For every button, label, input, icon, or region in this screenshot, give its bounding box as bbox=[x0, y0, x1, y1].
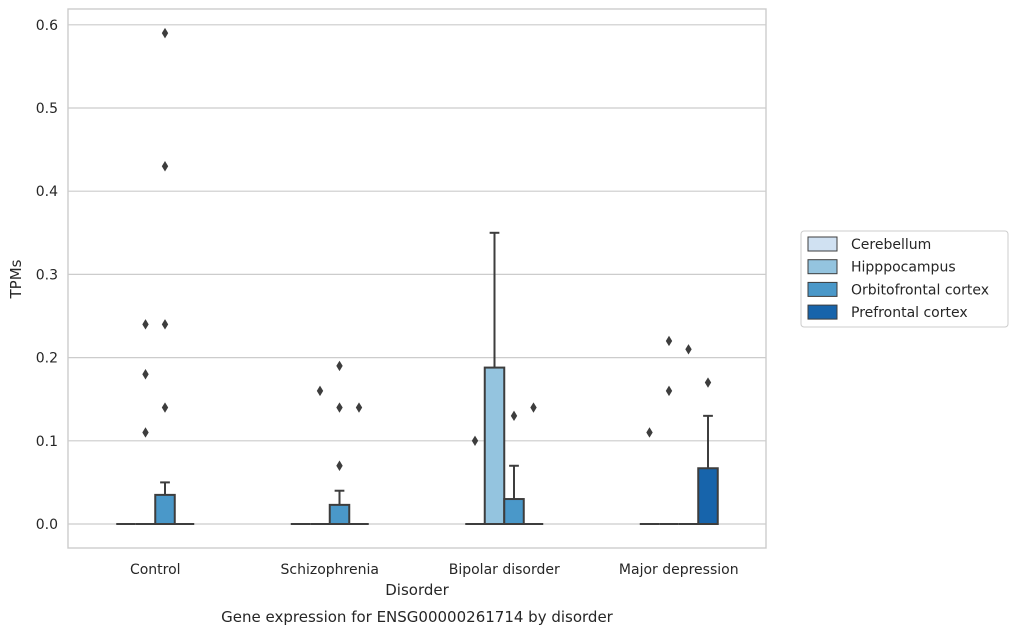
outlier-point bbox=[161, 161, 169, 172]
legend: Cerebellum Hipppocampus Orbitofrontal cort… bbox=[800, 230, 1009, 328]
legend-swatch bbox=[807, 259, 838, 275]
legend-label: Prefrontal cortex bbox=[851, 305, 968, 321]
box-body bbox=[154, 493, 176, 526]
box-series bbox=[116, 27, 719, 526]
legend-swatch bbox=[807, 236, 838, 252]
legend-swatch bbox=[807, 304, 838, 320]
x-tick-label: Major depression bbox=[619, 562, 739, 578]
outlier-point bbox=[142, 369, 149, 380]
box-orbitofrontal-cortex bbox=[328, 360, 351, 526]
box-hipppocampus bbox=[659, 335, 679, 525]
legend-swatch bbox=[807, 281, 838, 297]
outlier-point bbox=[471, 435, 479, 446]
outlier-point bbox=[161, 319, 169, 330]
box-prefrontal-cortex bbox=[349, 402, 369, 525]
outlier-point bbox=[665, 335, 673, 347]
y-axis-label: TPMs bbox=[7, 259, 25, 299]
box-body bbox=[697, 467, 719, 526]
y-tick-labels: 0.0 0.1 0.2 0.3 0.4 0.5 0.6 bbox=[36, 18, 58, 533]
box-orbitofrontal-cortex bbox=[678, 344, 699, 525]
y-tick-label: 0.6 bbox=[36, 18, 58, 34]
box-prefrontal-cortex bbox=[697, 377, 719, 526]
y-tick-label: 0.4 bbox=[36, 184, 58, 200]
outlier-point bbox=[685, 344, 692, 355]
legend-items: Cerebellum Hipppocampus Orbitofrontal cort… bbox=[807, 236, 989, 321]
outlier-point bbox=[510, 410, 518, 422]
outlier-point bbox=[142, 427, 149, 438]
box-prefrontal-cortex bbox=[523, 402, 544, 525]
box-hipppocampus bbox=[135, 319, 156, 525]
x-tick-label: Bipolar disorder bbox=[449, 562, 560, 578]
y-tick-label: 0.1 bbox=[36, 434, 58, 450]
box-hipppocampus bbox=[483, 231, 506, 526]
outlier-point bbox=[665, 385, 673, 397]
y-tick-label: 0.0 bbox=[36, 517, 58, 533]
x-tick-labels: Control Schizophrenia Bipolar disorder Majo… bbox=[130, 562, 739, 578]
outlier-point bbox=[142, 319, 149, 330]
outlier-point bbox=[530, 402, 537, 413]
x-tick-label: Schizophrenia bbox=[281, 562, 379, 578]
box-cerebellum bbox=[465, 435, 485, 525]
grid-lines bbox=[68, 24, 766, 525]
legend-label: Cerebellum bbox=[851, 237, 931, 253]
x-tick-label: Control bbox=[130, 562, 181, 578]
legend-frame bbox=[800, 230, 1009, 328]
box-cerebellum bbox=[639, 427, 660, 525]
box-hipppocampus bbox=[310, 385, 330, 525]
box-orbitofrontal-cortex bbox=[503, 410, 525, 526]
y-tick-label: 0.5 bbox=[36, 101, 58, 117]
chart-caption: Gene expression for ENSG00000261714 by d… bbox=[221, 608, 614, 626]
box-orbitofrontal-cortex bbox=[154, 27, 176, 526]
outlier-point bbox=[704, 377, 712, 388]
x-axis-label: Disorder bbox=[385, 581, 449, 599]
legend-label: Orbitofrontal cortex bbox=[851, 282, 989, 298]
outlier-point bbox=[161, 402, 169, 413]
y-tick-label: 0.3 bbox=[36, 267, 58, 283]
outlier-point bbox=[336, 402, 343, 413]
outlier-point bbox=[161, 27, 169, 39]
box-body bbox=[483, 366, 506, 526]
box-body bbox=[503, 498, 525, 526]
outlier-point bbox=[316, 385, 324, 397]
outlier-point bbox=[355, 402, 363, 413]
outlier-point bbox=[646, 427, 653, 438]
box-body bbox=[328, 503, 351, 526]
outlier-point bbox=[336, 360, 343, 372]
y-tick-label: 0.2 bbox=[36, 351, 58, 367]
plot-frame bbox=[67, 8, 767, 549]
legend-label: Hipppocampus bbox=[851, 260, 956, 276]
outlier-point bbox=[336, 460, 343, 471]
